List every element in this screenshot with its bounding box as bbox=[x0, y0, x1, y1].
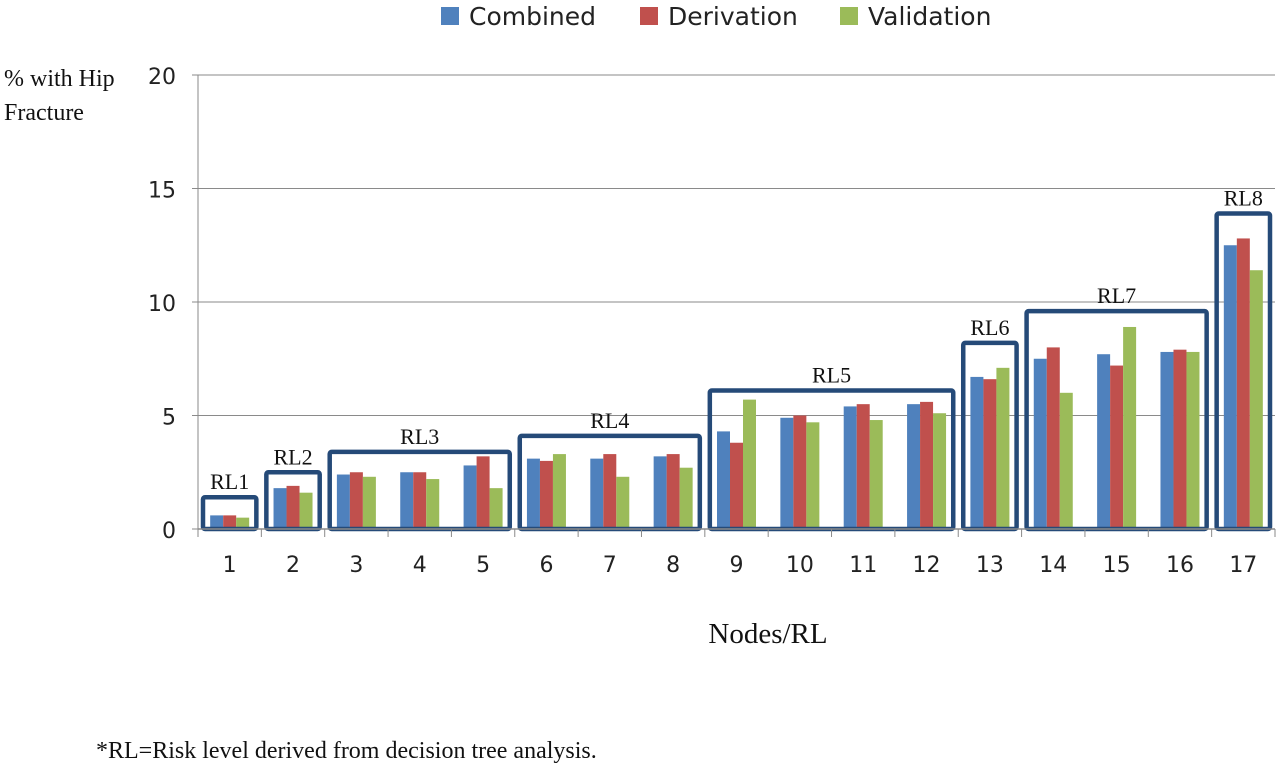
bar-validation-14 bbox=[1059, 392, 1073, 529]
bar-combined-13 bbox=[970, 376, 984, 529]
bar-validation-15 bbox=[1123, 326, 1137, 529]
x-tick-label: 6 bbox=[539, 553, 553, 578]
legend-swatch-combined bbox=[441, 7, 459, 25]
bar-combined-15 bbox=[1097, 354, 1111, 529]
bar-derivation-6 bbox=[539, 460, 553, 529]
bar-validation-17 bbox=[1249, 270, 1263, 529]
bar-combined-11 bbox=[843, 406, 857, 529]
bar-validation-7 bbox=[616, 476, 630, 529]
bar-combined-10 bbox=[780, 417, 794, 529]
legend-label: Derivation bbox=[668, 2, 798, 31]
x-axis-label: Nodes/RL bbox=[708, 618, 827, 650]
legend-swatch-derivation bbox=[640, 7, 658, 25]
bars bbox=[210, 238, 1263, 529]
bar-validation-1 bbox=[236, 517, 250, 529]
bar-derivation-3 bbox=[349, 472, 363, 529]
bar-validation-5 bbox=[489, 488, 503, 529]
bar-combined-3 bbox=[336, 474, 350, 529]
y-tick-label: 5 bbox=[162, 406, 176, 431]
x-tick-label: 4 bbox=[413, 553, 427, 578]
bar-combined-12 bbox=[907, 404, 921, 529]
bar-derivation-10 bbox=[793, 415, 807, 529]
bar-validation-11 bbox=[869, 420, 883, 529]
bar-derivation-14 bbox=[1046, 347, 1060, 529]
y-axis-label-line-1: % with Hip bbox=[4, 66, 115, 92]
x-tick-label: 7 bbox=[603, 553, 617, 578]
y-tick-label: 15 bbox=[148, 179, 176, 204]
x-tick-label: 14 bbox=[1039, 553, 1067, 578]
bar-validation-9 bbox=[743, 399, 756, 529]
bar-derivation-13 bbox=[983, 379, 997, 529]
y-tick-label: 20 bbox=[148, 65, 176, 90]
risk-level-label: RL6 bbox=[970, 315, 1009, 340]
y-tick-label: 0 bbox=[162, 519, 176, 544]
bar-derivation-17 bbox=[1236, 238, 1250, 529]
bar-validation-13 bbox=[996, 367, 1010, 529]
bar-validation-6 bbox=[552, 454, 566, 529]
bar-combined-5 bbox=[463, 465, 477, 529]
legend-label: Combined bbox=[469, 2, 596, 31]
x-tick-label: 15 bbox=[1103, 553, 1131, 578]
x-tick-label: 17 bbox=[1229, 553, 1257, 578]
x-tick-label: 8 bbox=[666, 553, 680, 578]
x-tick-label: 9 bbox=[730, 553, 744, 578]
bar-validation-4 bbox=[426, 479, 440, 529]
y-axis-label-line-2: Fracture bbox=[4, 100, 84, 126]
bar-combined-6 bbox=[526, 458, 540, 529]
risk-level-label: RL1 bbox=[210, 469, 249, 494]
gridlines bbox=[198, 74, 1275, 416]
bar-derivation-15 bbox=[1110, 365, 1124, 529]
x-tick-label: 5 bbox=[476, 553, 490, 578]
bar-derivation-12 bbox=[920, 401, 934, 529]
bar-derivation-1 bbox=[223, 515, 237, 529]
bar-validation-10 bbox=[806, 422, 820, 529]
risk-level-label: RL7 bbox=[1097, 283, 1136, 308]
bar-derivation-5 bbox=[476, 456, 490, 529]
risk-level-label: RL4 bbox=[590, 408, 629, 433]
x-tick-label: 10 bbox=[786, 553, 814, 578]
x-tick-label: 1 bbox=[223, 553, 237, 578]
bar-derivation-8 bbox=[666, 454, 680, 529]
risk-level-label: RL3 bbox=[400, 424, 439, 449]
bar-combined-9 bbox=[717, 431, 730, 529]
bar-combined-8 bbox=[653, 456, 667, 529]
bar-validation-2 bbox=[299, 492, 313, 529]
bar-derivation-4 bbox=[413, 472, 427, 529]
bar-combined-17 bbox=[1223, 245, 1237, 529]
x-tick-label: 12 bbox=[913, 553, 941, 578]
bar-combined-1 bbox=[210, 515, 224, 529]
y-tick-label: 10 bbox=[148, 292, 176, 317]
axes bbox=[192, 74, 1276, 537]
bar-derivation-9 bbox=[730, 442, 743, 529]
bar-combined-16 bbox=[1160, 351, 1174, 529]
x-tick-label: 13 bbox=[976, 553, 1004, 578]
footnote: *RL=Risk level derived from decision tre… bbox=[96, 738, 597, 764]
bar-combined-4 bbox=[400, 472, 414, 529]
x-tick-label: 16 bbox=[1166, 553, 1194, 578]
legend-label: Validation bbox=[868, 2, 991, 31]
bar-combined-2 bbox=[273, 488, 287, 529]
legend-swatch-validation bbox=[840, 7, 858, 25]
bar-derivation-11 bbox=[856, 404, 870, 529]
bar-validation-8 bbox=[679, 467, 693, 529]
bar-combined-7 bbox=[590, 458, 604, 529]
x-tick-label: 2 bbox=[286, 553, 300, 578]
bar-derivation-7 bbox=[603, 454, 617, 529]
bar-validation-16 bbox=[1186, 351, 1200, 529]
bar-combined-14 bbox=[1033, 358, 1047, 529]
risk-level-label: RL2 bbox=[273, 444, 312, 469]
risk-level-label: RL8 bbox=[1224, 185, 1263, 210]
bar-derivation-16 bbox=[1173, 349, 1187, 529]
risk-level-label: RL5 bbox=[812, 363, 851, 388]
bar-validation-3 bbox=[362, 476, 376, 529]
bar-validation-12 bbox=[933, 413, 947, 529]
x-tick-label: 3 bbox=[349, 553, 363, 578]
legend: Combined Derivation Validation bbox=[441, 2, 991, 31]
x-tick-label: 11 bbox=[849, 553, 877, 578]
bar-derivation-2 bbox=[286, 485, 300, 529]
